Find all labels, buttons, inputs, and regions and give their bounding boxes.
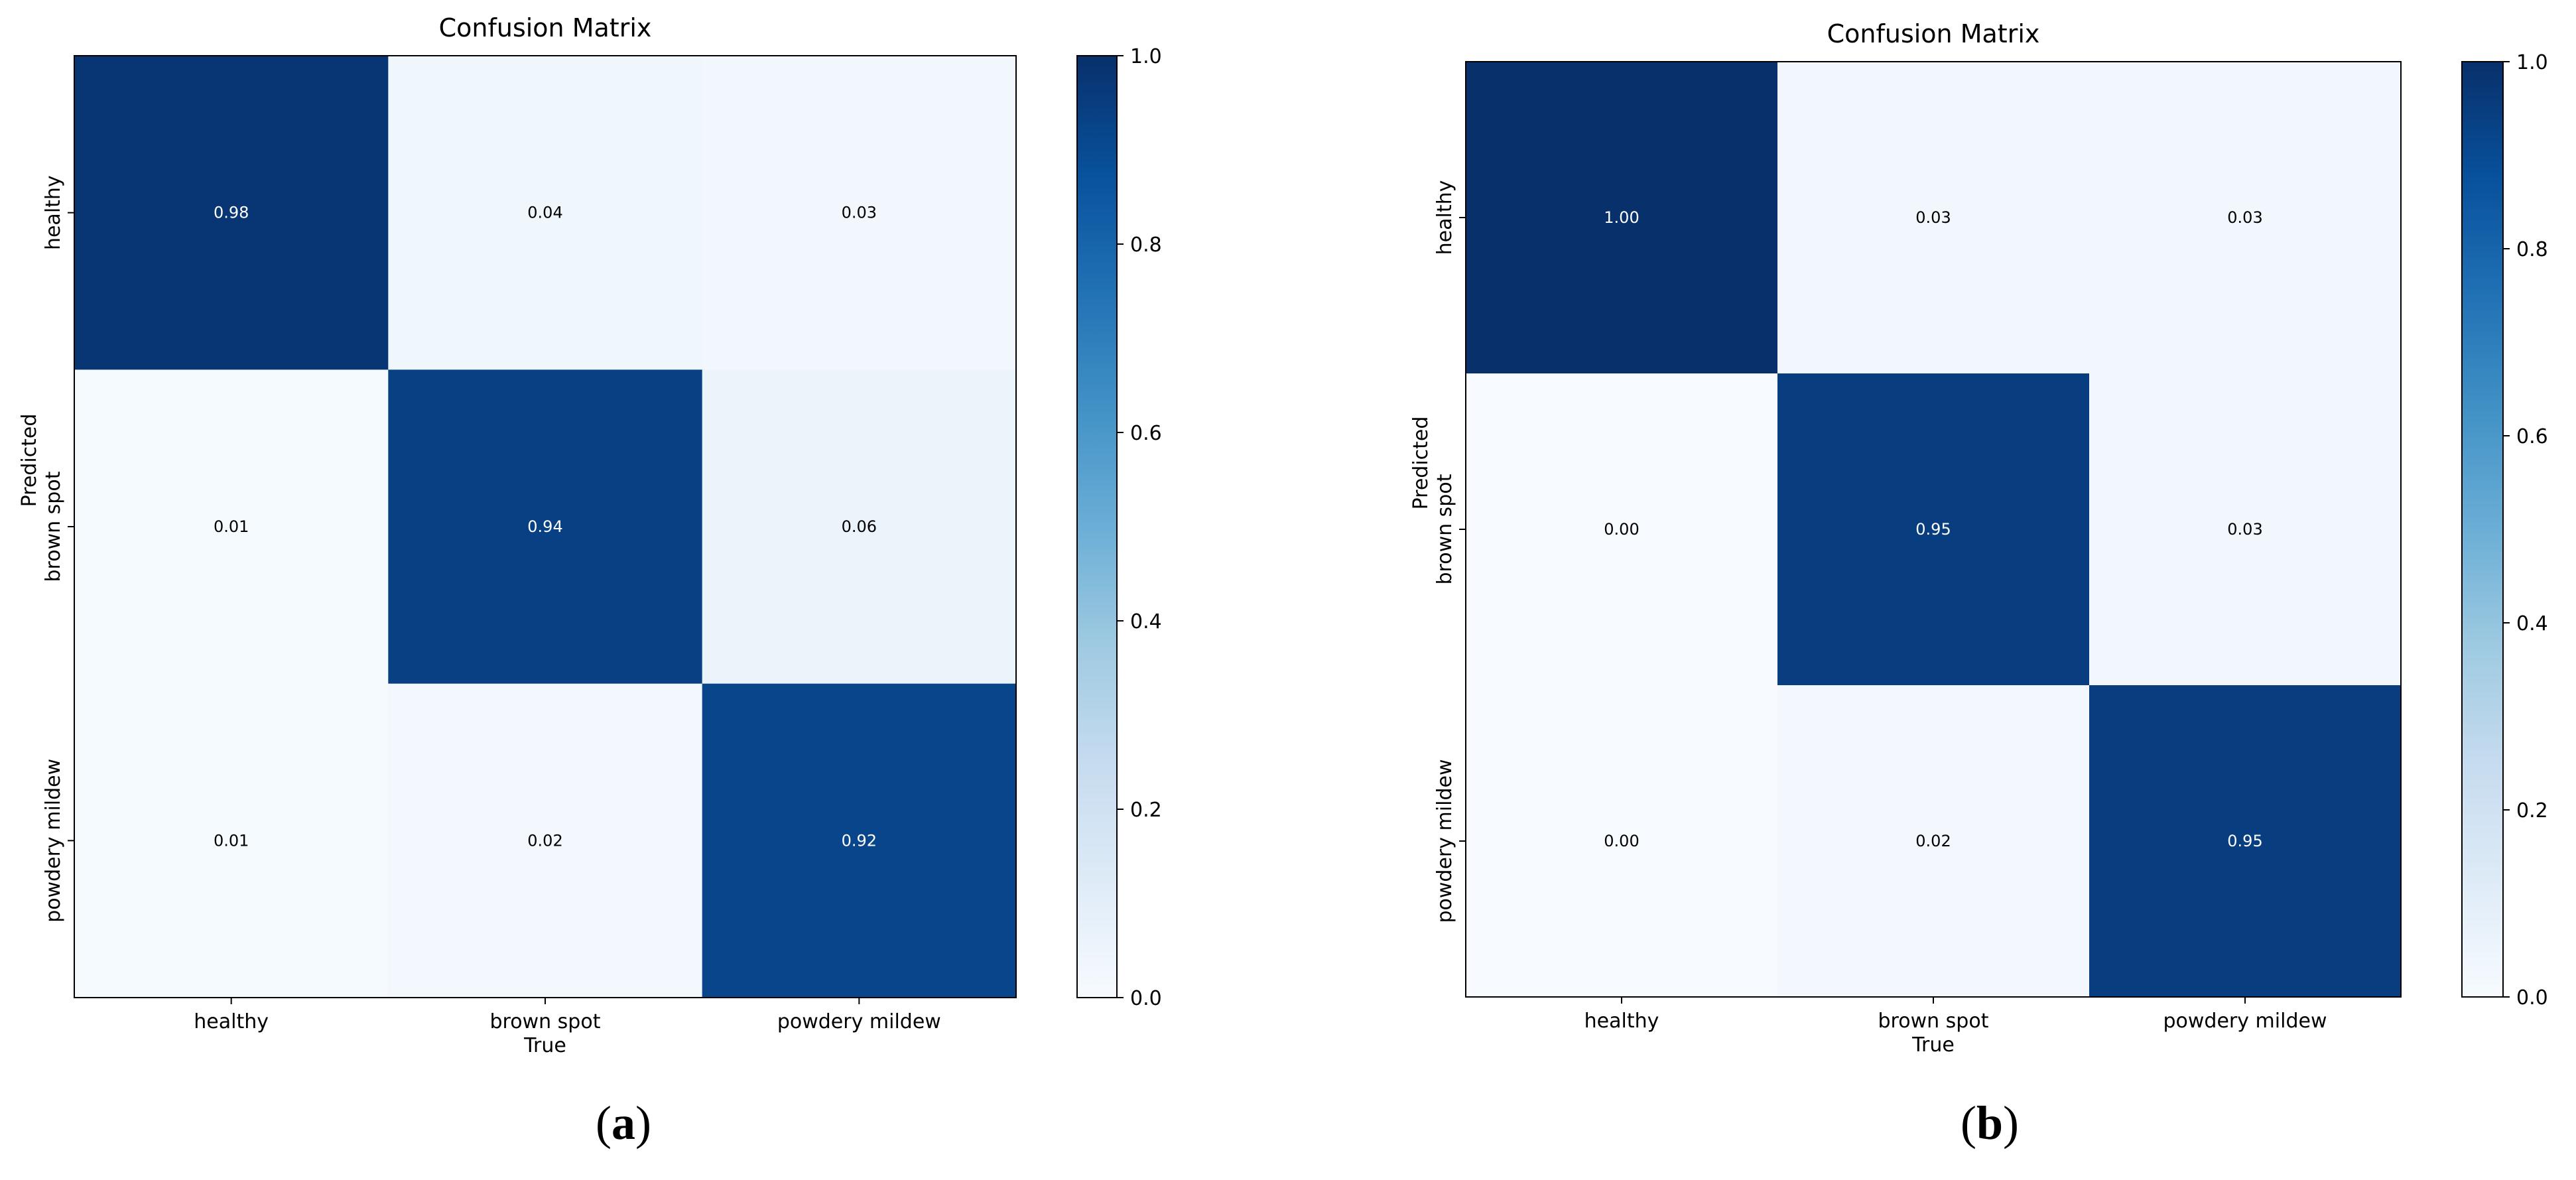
cell-value-label: 0.02 [527,831,562,850]
y-tick-label: healthy [42,175,65,250]
cell-value-label: 0.03 [2227,208,2262,227]
cell-value-label: 0.01 [214,517,249,536]
colorbar-tick-label: 0.8 [1130,233,1162,257]
y-tick-label: brown spot [1433,474,1456,584]
cell-value-label: 0.04 [527,204,562,222]
x-tick-label: powdery mildew [2163,1010,2327,1033]
colorbar-tick-label: 0.2 [2516,799,2548,822]
cell-value-label: 0.00 [1604,520,1639,539]
heatmap-cell [388,369,703,685]
heatmap-cell [1466,62,1778,374]
heatmap-cell [388,56,703,370]
y-axis-label: Predicted [18,414,41,507]
colorbar-tick-label: 0.0 [2516,986,2548,1010]
cell-value-label: 0.06 [842,517,877,536]
y-tick-label: brown spot [42,471,65,582]
x-tick-label: brown spot [490,1010,601,1033]
cell-value-label: 0.95 [2227,832,2262,850]
heatmap-cell [74,683,389,998]
panel-b: Confusion Matrix 1.00 0.03 0.03 0.00 0.95 0.03… [1409,19,2548,1057]
heatmap-cell [1466,373,1778,686]
colorbar-tick-label: 0.6 [2516,425,2548,448]
cell-value-label: 0.03 [1915,208,1951,227]
cell-value-label: 0.98 [214,204,249,222]
cell-value-label: 0.03 [2227,520,2262,539]
panel-a: Confusion Matrix 0.98 0.04 0.03 0.01 0.94 0.06… [18,13,1162,1057]
colorbar-tick-label: 0.4 [2516,612,2548,635]
chart-title: Confusion Matrix [439,13,652,42]
heatmap-cell [1466,685,1778,998]
panel-b-letter: b [1976,1096,2004,1149]
x-tick-label: powdery mildew [777,1010,941,1033]
colorbar-tick-label: 1.0 [2516,51,2548,74]
heatmap-cell [74,369,389,685]
heatmap-cell [1777,685,2090,998]
colorbar [2461,61,2504,998]
heatmap-cell [74,56,389,370]
y-tick-label: powdery mildew [42,759,65,923]
colorbar [1076,55,1118,998]
chart-title: Confusion Matrix [1827,19,2040,48]
cell-value-label: 0.95 [1915,520,1951,539]
x-tick-label: brown spot [1878,1010,1989,1033]
cell-value-label: 0.00 [1604,832,1639,850]
x-axis-label: True [1911,1033,1955,1057]
cell-value-label: 0.94 [527,517,562,536]
heatmap-cell [2089,62,2402,374]
heatmap-cell [2089,373,2402,686]
y-tick-label: healthy [1433,180,1456,255]
x-tick-label: healthy [194,1010,269,1033]
heatmap-cell [1777,62,2090,374]
cell-value-label: 1.00 [1604,208,1639,227]
heatmap-cell [702,369,1017,685]
colorbar-tick-label: 0.2 [1130,799,1162,822]
y-tick-label: powdery mildew [1433,759,1456,923]
cell-value-label: 0.01 [214,831,249,850]
heatmap-cell [702,56,1017,370]
cell-value-label: 0.03 [842,204,877,222]
x-axis-label: True [523,1034,566,1057]
colorbar-tick-label: 0.6 [1130,422,1162,445]
x-tick-label: healthy [1584,1010,1659,1033]
y-axis-label: Predicted [1409,417,1433,510]
panel-a-letter: a [612,1096,635,1149]
panel-a-label: (a) [596,1096,651,1149]
colorbar-tick-label: 0.0 [1130,987,1162,1010]
panel-b-label: (b) [1960,1096,2019,1149]
cell-value-label: 0.92 [842,831,877,850]
heatmap-cell [388,683,703,998]
colorbar-tick-label: 1.0 [1130,45,1162,68]
heatmap-cell [702,683,1017,998]
heatmap-cell [1777,373,2090,686]
cell-value-label: 0.02 [1915,832,1951,850]
colorbar-tick-label: 0.8 [2516,238,2548,261]
heatmap-cell [2089,685,2402,998]
colorbar-tick-label: 0.4 [1130,610,1162,633]
